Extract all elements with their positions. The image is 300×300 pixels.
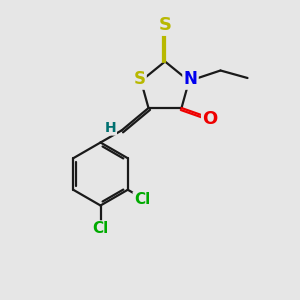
- Text: Cl: Cl: [92, 221, 109, 236]
- Text: S: S: [158, 16, 172, 34]
- Text: H: H: [104, 121, 116, 134]
- Text: O: O: [202, 110, 217, 128]
- Text: N: N: [184, 70, 197, 88]
- Text: S: S: [134, 70, 146, 88]
- Text: Cl: Cl: [134, 193, 150, 208]
